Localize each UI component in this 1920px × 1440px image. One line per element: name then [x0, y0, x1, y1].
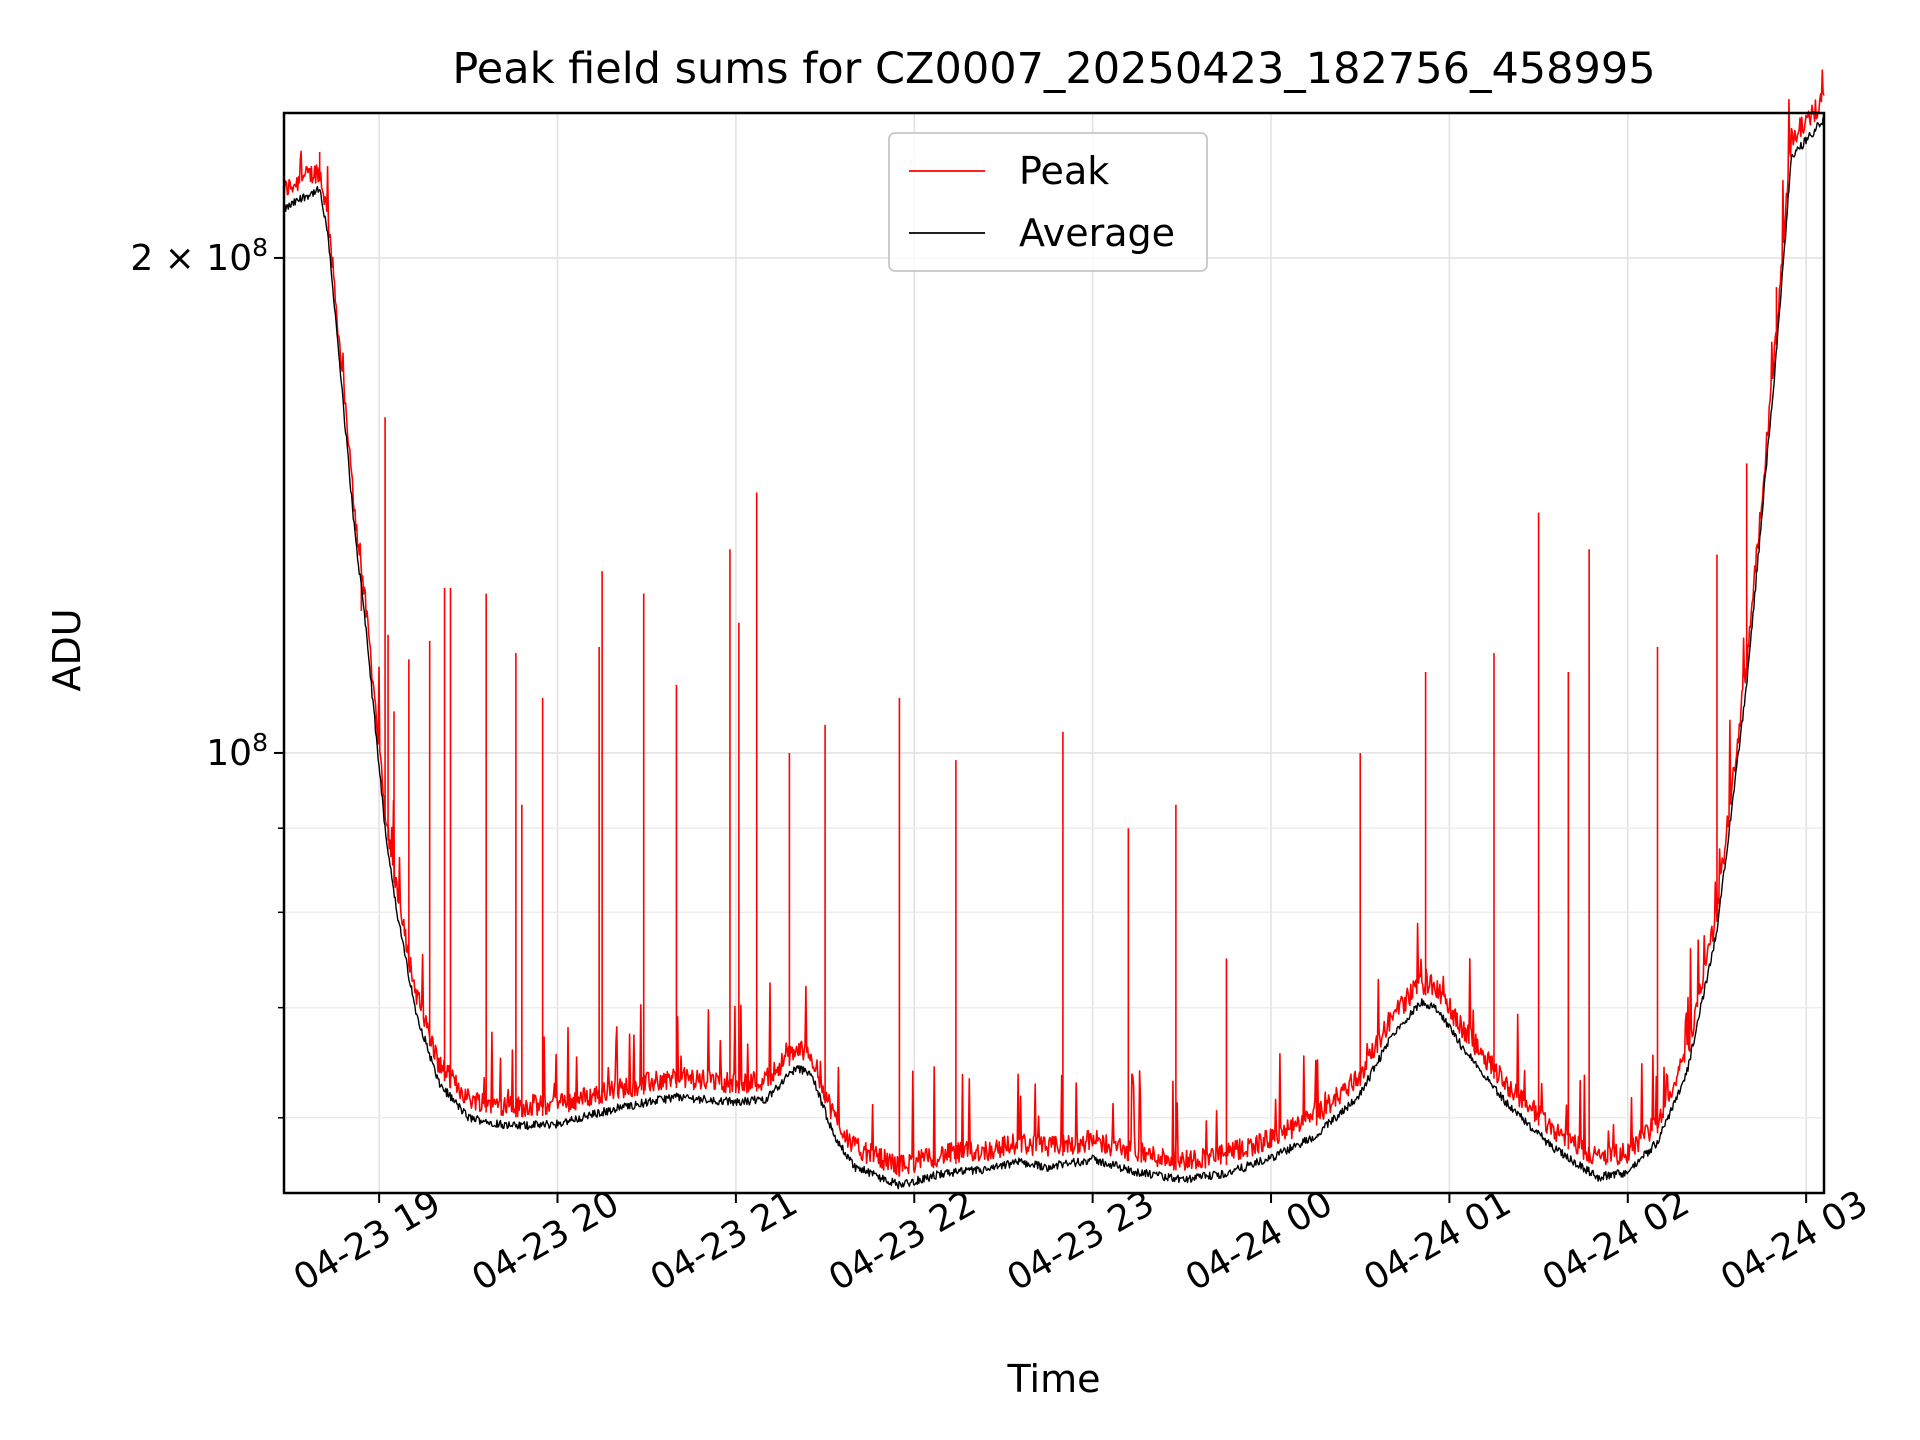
- y-tick-label: 108: [206, 728, 268, 774]
- x-tick-label: 04-24 02: [1536, 1183, 1697, 1299]
- x-tick-label: 04-23 20: [465, 1183, 626, 1299]
- grid-layer: [284, 113, 1824, 1193]
- series-layer: [283, 69, 1825, 1190]
- plot-frame: [282, 111, 1826, 1195]
- legend: Peak Average: [888, 132, 1208, 272]
- x-tick-label: 04-23 19: [287, 1183, 448, 1299]
- y-tick-label: 2 × 108: [130, 233, 268, 279]
- x-tick-label: 04-23 22: [822, 1183, 983, 1299]
- legend-label-peak: Peak: [1019, 149, 1109, 193]
- x-tick-label: 04-24 01: [1357, 1183, 1518, 1299]
- x-tick-label: 04-24 00: [1179, 1183, 1340, 1299]
- peak-series-line: [283, 69, 1825, 1177]
- chart-title: Peak field sums for CZ0007_20250423_1827…: [452, 44, 1655, 94]
- average-series-line: [283, 116, 1825, 1190]
- x-tick-label: 04-24 03: [1714, 1183, 1875, 1299]
- legend-label-average: Average: [1019, 211, 1175, 255]
- x-tick-label: 04-23 23: [1001, 1183, 1162, 1299]
- legend-box: [888, 132, 1208, 272]
- x-tick-label: 04-23 21: [644, 1183, 805, 1299]
- x-axis-label: Time: [1007, 1357, 1101, 1401]
- y-axis-label: ADU: [45, 608, 89, 691]
